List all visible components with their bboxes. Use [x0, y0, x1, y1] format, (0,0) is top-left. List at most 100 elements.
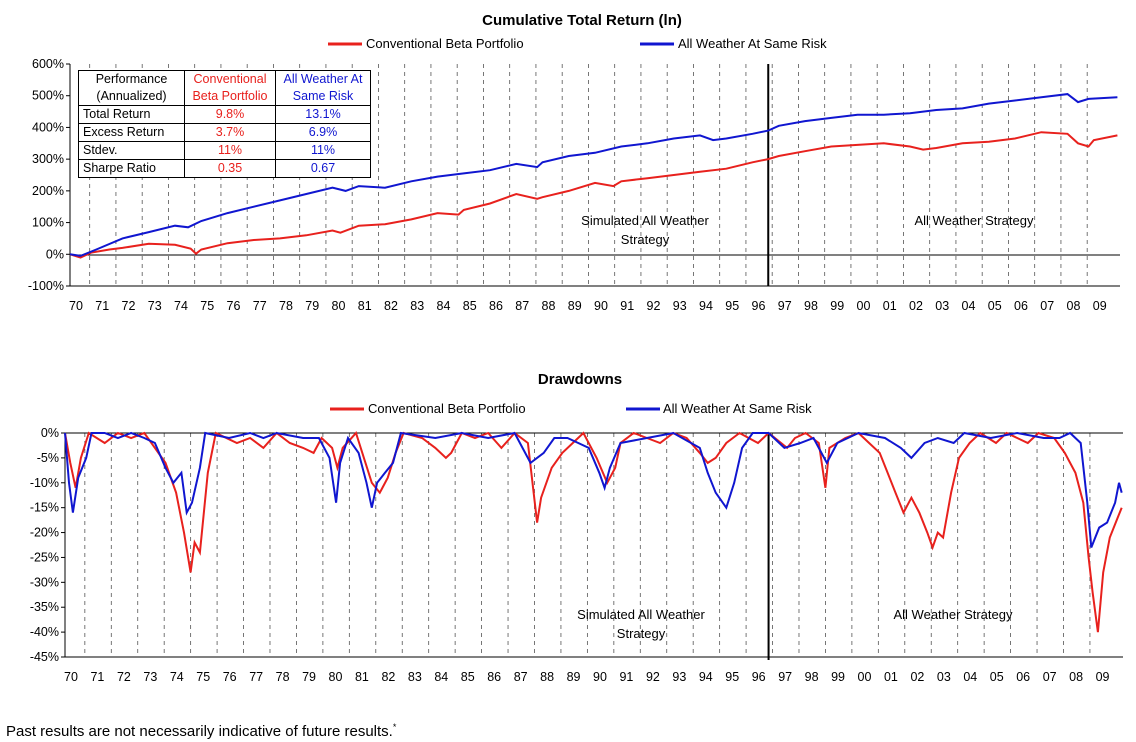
- x-tick-label: 74: [174, 299, 188, 313]
- x-tick-label: 94: [699, 299, 713, 313]
- x-tick-label: 76: [227, 299, 241, 313]
- y-tick-label: 400%: [32, 120, 64, 134]
- x-tick-label: 00: [858, 670, 872, 684]
- x-tick-label: 71: [95, 299, 109, 313]
- row-conventional-value: 3.7%: [184, 123, 276, 142]
- x-tick-label: 90: [594, 299, 608, 313]
- x-tick-label: 07: [1043, 670, 1057, 684]
- x-tick-label: 00: [857, 299, 871, 313]
- performance-header-conventional: Conventional Beta Portfolio: [184, 70, 276, 106]
- x-tick-label: 87: [515, 299, 529, 313]
- x-tick-label: 03: [937, 670, 951, 684]
- x-tick-label: 80: [329, 670, 343, 684]
- top-chart-title: Cumulative Total Return (ln): [482, 12, 682, 29]
- x-tick-label: 85: [461, 670, 475, 684]
- row-conventional-value: 11%: [184, 141, 276, 160]
- y-tick-label: -5%: [37, 451, 59, 465]
- x-tick-label: 89: [567, 670, 581, 684]
- x-tick-label: 84: [437, 299, 451, 313]
- bottom-chart-title: Drawdowns: [538, 371, 622, 388]
- x-tick-label: 94: [699, 670, 713, 684]
- y-tick-label: -25%: [30, 550, 59, 564]
- bottom-annotation-allweather: All Weather Strategy: [894, 607, 1013, 622]
- top-x-tick-labels: 70 71 72 73 74 75 76 77 78 79 80 81 82 83 84 85 86 87 88 89…: [69, 299, 1107, 313]
- y-tick-label: 500%: [32, 89, 64, 103]
- row-allweather-value: 11%: [275, 141, 371, 160]
- x-tick-label: 07: [1040, 299, 1054, 313]
- bottom-legend-conventional-label: Conventional Beta Portfolio: [368, 401, 526, 416]
- top-series-allweather: [69, 93, 1118, 257]
- x-tick-label: 02: [909, 299, 923, 313]
- x-tick-label: 87: [514, 670, 528, 684]
- table-row: Stdev. 11% 11%: [78, 141, 371, 160]
- performance-table-header: Performance (Annualized) Conventional Be…: [78, 70, 371, 106]
- y-tick-label: -30%: [30, 575, 59, 589]
- x-tick-label: 99: [831, 670, 845, 684]
- x-tick-label: 77: [253, 299, 267, 313]
- x-tick-label: 79: [305, 299, 319, 313]
- y-tick-label: 0%: [46, 247, 64, 261]
- x-tick-label: 70: [64, 670, 78, 684]
- x-tick-label: 04: [962, 299, 976, 313]
- x-tick-label: 85: [463, 299, 477, 313]
- y-tick-label: 200%: [32, 184, 64, 198]
- x-tick-label: 09: [1093, 299, 1107, 313]
- x-tick-label: 93: [672, 670, 686, 684]
- x-tick-label: 83: [410, 299, 424, 313]
- row-conventional-value: 9.8%: [184, 105, 276, 124]
- x-tick-label: 04: [963, 670, 977, 684]
- x-tick-label: 01: [883, 299, 897, 313]
- top-annotation-allweather: All Weather Strategy: [915, 213, 1034, 228]
- x-tick-label: 97: [778, 299, 792, 313]
- row-label: Stdev.: [78, 141, 185, 160]
- y-tick-label: 0%: [41, 426, 59, 440]
- x-tick-label: 78: [279, 299, 293, 313]
- x-tick-label: 08: [1069, 670, 1083, 684]
- y-tick-label: 600%: [32, 57, 64, 71]
- x-tick-label: 88: [542, 299, 556, 313]
- bottom-series-conventional: [64, 431, 1123, 633]
- x-tick-label: 03: [935, 299, 949, 313]
- x-tick-label: 08: [1067, 299, 1081, 313]
- row-label: Total Return: [78, 105, 185, 124]
- table-row: Total Return 9.8% 13.1%: [78, 105, 371, 124]
- x-tick-label: 75: [196, 670, 210, 684]
- x-tick-label: 86: [487, 670, 501, 684]
- x-tick-label: 77: [249, 670, 263, 684]
- y-tick-label: 100%: [32, 216, 64, 230]
- top-annotation-simulated-line1: Simulated All Weather: [581, 213, 709, 228]
- footnote-text: Past results are not necessarily indicat…: [6, 723, 393, 740]
- x-tick-label: 06: [1014, 299, 1028, 313]
- performance-header-label: Performance (Annualized): [78, 70, 185, 106]
- x-tick-label: 74: [170, 670, 184, 684]
- y-tick-label: -10%: [30, 476, 59, 490]
- x-tick-label: 81: [355, 670, 369, 684]
- bottom-legend-allweather-label: All Weather At Same Risk: [663, 401, 812, 416]
- x-tick-label: 98: [804, 299, 818, 313]
- x-tick-label: 79: [302, 670, 316, 684]
- top-series-conventional: [69, 131, 1118, 259]
- y-tick-label: 300%: [32, 152, 64, 166]
- y-tick-label: -100%: [28, 279, 64, 293]
- x-tick-label: 95: [725, 670, 739, 684]
- x-tick-label: 70: [69, 299, 83, 313]
- row-label: Sharpe Ratio: [78, 159, 185, 178]
- x-tick-label: 73: [143, 670, 157, 684]
- y-tick-label: -35%: [30, 600, 59, 614]
- row-label: Excess Return: [78, 123, 185, 142]
- y-tick-label: -20%: [30, 526, 59, 540]
- x-tick-label: 99: [830, 299, 844, 313]
- x-tick-label: 09: [1096, 670, 1110, 684]
- x-tick-label: 71: [90, 670, 104, 684]
- x-tick-label: 73: [148, 299, 162, 313]
- performance-table: Performance (Annualized) Conventional Be…: [78, 70, 371, 178]
- bottom-x-gridlines: [84, 433, 1091, 657]
- row-allweather-value: 6.9%: [275, 123, 371, 142]
- x-tick-label: 02: [910, 670, 924, 684]
- row-allweather-value: 0.67: [275, 159, 371, 178]
- table-row: Sharpe Ratio 0.35 0.67: [78, 159, 371, 178]
- bottom-series-allweather: [64, 431, 1123, 548]
- bottom-x-tick-labels: 70 71 72 73 74 75 76 77 78 79 80 81 82 83 84 85 86 87 88 89…: [64, 670, 1110, 684]
- x-tick-label: 92: [647, 299, 661, 313]
- row-allweather-value: 13.1%: [275, 105, 371, 124]
